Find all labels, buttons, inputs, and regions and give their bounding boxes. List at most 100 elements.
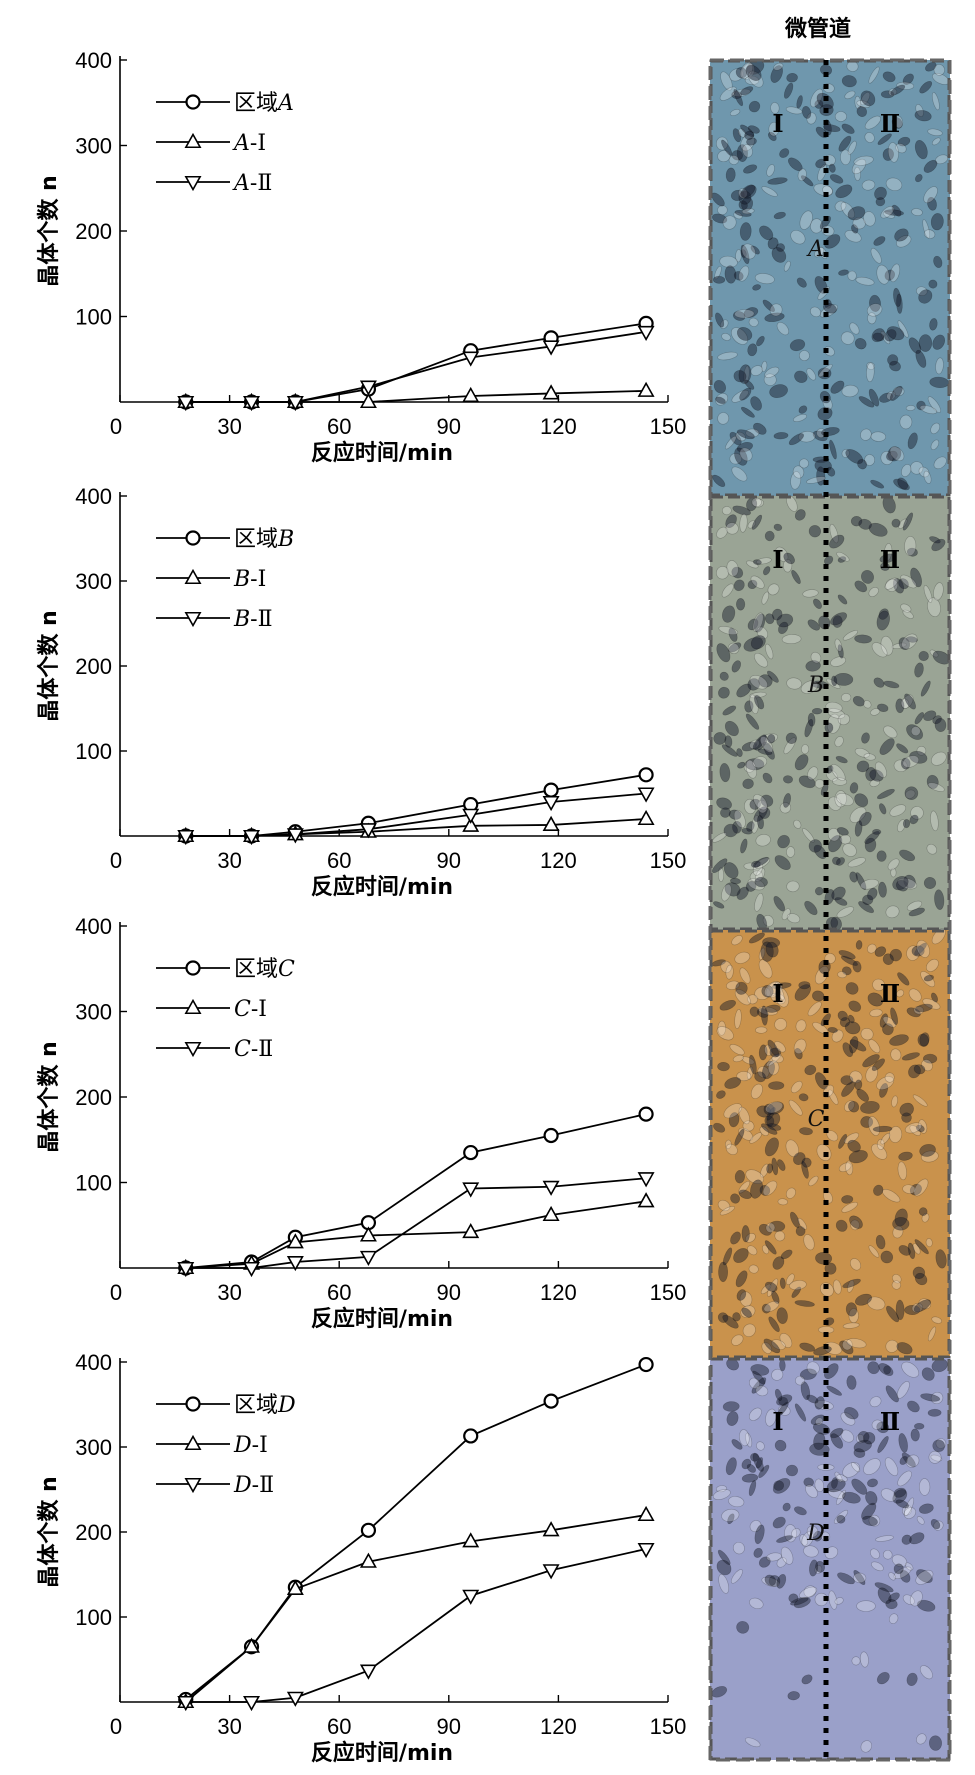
region-background <box>710 1358 950 1760</box>
x-tick-label: 60 <box>327 848 351 873</box>
data-point <box>462 351 480 367</box>
x-axis-title: 反应时间/min <box>311 440 453 466</box>
legend-label: 区域C <box>234 957 295 982</box>
x-tick-label: 150 <box>650 848 687 873</box>
y-tick-label: 300 <box>75 569 112 594</box>
x-axis-title: 反应时间/min <box>311 1306 453 1332</box>
legend-label: 区域D <box>234 1393 296 1418</box>
data-point <box>359 1226 377 1242</box>
chart-panel-3: 100 200 300 400 0 30 60 90 120 150 反应时间/min 晶体个数 n 区… <box>36 914 686 1332</box>
crystal-texture <box>711 59 950 491</box>
data-point <box>638 1106 654 1122</box>
y-tick-label: 100 <box>75 305 112 330</box>
y-tick-label: 200 <box>75 1520 112 1545</box>
legend-label: D-Ⅱ <box>233 1473 274 1498</box>
data-point <box>462 386 480 403</box>
data-point <box>286 828 304 844</box>
legend-marker <box>184 568 202 585</box>
data-point <box>243 1695 261 1712</box>
legend: 区域B B-Ⅰ B-Ⅱ <box>156 527 294 632</box>
x-tick-label: 150 <box>650 1280 687 1305</box>
data-point <box>637 1505 655 1522</box>
data-point <box>543 1127 559 1144</box>
x-axis-title: 反应时间/min <box>311 874 453 900</box>
data-point <box>542 1180 560 1196</box>
y-tick-label: 400 <box>75 48 112 73</box>
y-tick-label: 300 <box>75 1435 112 1460</box>
data-point <box>542 815 560 831</box>
legend-marker <box>184 1477 202 1494</box>
series-circle <box>178 1106 654 1276</box>
data-point <box>359 1250 377 1267</box>
legend: 区域C C-Ⅰ C-Ⅱ <box>156 957 295 1062</box>
legend-label: C-Ⅱ <box>234 1037 273 1062</box>
data-point <box>243 1261 261 1278</box>
data-point <box>177 1695 195 1712</box>
channel-region-C: Ⅰ Ⅱ C <box>709 928 951 1359</box>
legend-marker <box>185 94 201 110</box>
zone-label-I: Ⅰ <box>772 545 783 574</box>
data-point <box>243 1637 261 1653</box>
series-triangle-down <box>177 1172 655 1278</box>
zone-label-II: Ⅱ <box>880 109 900 138</box>
x-tick-label: 90 <box>437 414 461 439</box>
x-tick-label: 30 <box>217 414 241 439</box>
channel-title: 微管道 <box>784 16 851 42</box>
data-point <box>462 1222 480 1239</box>
data-point <box>637 325 655 342</box>
series-line <box>185 1548 647 1703</box>
x-tick-label: 0 <box>110 1714 122 1739</box>
data-point <box>462 1182 480 1198</box>
series-circle <box>178 315 654 410</box>
region-background <box>710 930 950 1358</box>
data-point <box>542 340 560 356</box>
data-point <box>542 1564 560 1580</box>
chart-panel-1: 100 200 300 400 0 30 60 90 120 150 反应时间/min 晶体个数 n 区… <box>36 48 686 466</box>
data-point <box>462 808 480 824</box>
data-point <box>638 767 654 783</box>
data-point <box>542 384 560 400</box>
data-point <box>286 395 304 412</box>
series-line <box>185 1113 647 1269</box>
y-tick-label: 400 <box>75 914 112 939</box>
legend-marker <box>184 998 202 1015</box>
legend-marker <box>184 1041 202 1058</box>
channel-region-D: Ⅰ Ⅱ D <box>709 1357 951 1761</box>
legend-marker <box>184 132 202 149</box>
y-tick-label: 400 <box>75 484 112 509</box>
x-tick-label: 0 <box>110 848 122 873</box>
series-line <box>185 773 647 837</box>
region-background <box>710 496 950 930</box>
legend-marker <box>185 1396 201 1412</box>
data-point <box>637 1192 655 1208</box>
data-point <box>542 1205 560 1222</box>
series-triangle-down <box>177 1542 655 1712</box>
region-letter: B <box>807 673 824 698</box>
legend: 区域D D-Ⅰ D-Ⅱ <box>156 1393 296 1498</box>
legend-label: B-Ⅰ <box>233 567 266 592</box>
region-letter: D <box>806 1521 825 1546</box>
legend: 区域A A-Ⅰ A-Ⅱ <box>156 91 294 196</box>
crystal-texture <box>711 928 947 1356</box>
legend-marker <box>185 530 201 546</box>
data-point <box>177 829 195 846</box>
x-tick-label: 60 <box>327 1280 351 1305</box>
data-point <box>177 395 195 412</box>
x-tick-label: 120 <box>540 1714 577 1739</box>
chart-panel-2: 100 200 300 400 0 30 60 90 120 150 反应时间/min 晶体个数 n 区… <box>36 484 686 900</box>
legend-marker <box>185 960 201 976</box>
y-axis-title: 晶体个数 n <box>36 1476 62 1587</box>
crystal-texture <box>711 1358 948 1753</box>
data-point <box>637 1172 655 1188</box>
x-tick-label: 0 <box>110 1280 122 1305</box>
x-tick-label: 30 <box>217 1714 241 1739</box>
y-tick-label: 100 <box>75 1605 112 1630</box>
legend-label: A-Ⅱ <box>232 171 272 196</box>
y-tick-label: 200 <box>75 219 112 244</box>
x-tick-label: 150 <box>650 1714 687 1739</box>
x-tick-label: 0 <box>110 414 122 439</box>
zone-label-I: Ⅰ <box>772 1407 783 1436</box>
y-axis-title: 晶体个数 n <box>36 175 62 286</box>
data-point <box>542 795 560 812</box>
series-triangle-up <box>177 1192 655 1275</box>
